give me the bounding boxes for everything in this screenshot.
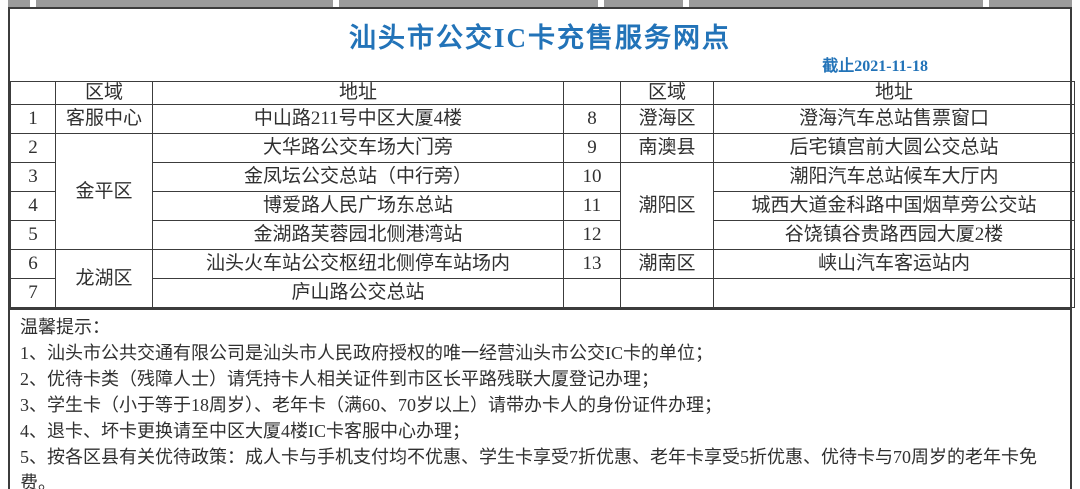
address-cell: 后宅镇宫前大圆公交总站	[713, 133, 1075, 163]
region-cell	[620, 278, 714, 308]
row-number-cell: 4	[10, 191, 56, 221]
table-row: 5 金湖路芙蓉园北侧港湾站 12 谷饶镇谷贵路西园大厦2楼	[10, 220, 1075, 250]
row-number-cell: 10	[563, 162, 621, 192]
table-row: 7 庐山路公交总站	[10, 278, 1075, 308]
col-header-index-left	[10, 81, 56, 105]
address-cell: 澄海汽车总站售票窗口	[713, 104, 1075, 134]
region-cell: 客服中心	[55, 104, 153, 134]
row-number-cell: 11	[563, 191, 621, 221]
table-row: 4 博爱路人民广场东总站 11 城西大道金科路中国烟草旁公交站	[10, 191, 1075, 221]
row-number-cell: 13	[563, 249, 621, 279]
service-points-table: 区域 地址 区域 地址 1 客服中心 中山路211号中区大厦4楼 8 澄海区 澄…	[10, 81, 1075, 308]
row-number-cell: 3	[10, 162, 56, 192]
top-table-remnant	[8, 0, 1072, 7]
address-cell: 金凤坛公交总站（中行旁）	[152, 162, 564, 192]
note-item: 5、按各区县有关优待政策：成人卡与手机支付均不优惠、学生卡享受7折优惠、老年卡享…	[20, 447, 1037, 489]
col-header-address-right: 地址	[713, 81, 1075, 105]
note-item: 2、优待卡类（残障人士）请凭持卡人相关证件到市区长平路残联大厦登记办理；	[20, 369, 659, 389]
region-cell: 潮阳区	[620, 162, 714, 250]
row-number-cell: 7	[10, 278, 56, 308]
row-number-cell: 8	[563, 104, 621, 134]
row-number-cell	[563, 278, 621, 308]
col-header-index-right	[563, 81, 621, 105]
region-cell: 金平区	[55, 133, 153, 250]
row-number-cell: 5	[10, 220, 56, 250]
title-box: 汕头市公交IC卡充售服务网点 截止2021-11-18	[10, 9, 1070, 81]
row-number-cell: 6	[10, 249, 56, 279]
note-item: 3、学生卡（小于等于18周岁）、老年卡（满60、70岁以上）请带办卡人的身份证件…	[20, 395, 722, 415]
address-cell: 中山路211号中区大厦4楼	[152, 104, 564, 134]
table-header-row: 区域 地址 区域 地址	[10, 81, 1075, 105]
notes-heading: 温馨提示：	[20, 317, 110, 337]
address-cell: 城西大道金科路中国烟草旁公交站	[713, 191, 1075, 221]
address-cell: 汕头火车站公交枢纽北侧停车站场内	[152, 249, 564, 279]
table-row: 6 龙湖区 汕头火车站公交枢纽北侧停车站场内 13 潮南区 峡山汽车客运站内	[10, 249, 1075, 308]
col-header-address-left: 地址	[152, 81, 564, 105]
table-row: 1 客服中心 中山路211号中区大厦4楼 8 澄海区 澄海汽车总站售票窗口	[10, 104, 1075, 134]
address-cell: 博爱路人民广场东总站	[152, 191, 564, 221]
notes-section: 温馨提示： 1、汕头市公共交通有限公司是汕头市人民政府授权的唯一经营汕头市公交I…	[10, 308, 1070, 489]
row-number-cell: 1	[10, 104, 56, 134]
page-title: 汕头市公交IC卡充售服务网点	[348, 23, 731, 53]
table-row: 3 金凤坛公交总站（中行旁） 10 潮阳区 潮阳汽车总站候车大厅内	[10, 162, 1075, 250]
address-cell	[713, 278, 1075, 308]
row-number-cell: 2	[10, 133, 56, 163]
address-cell: 金湖路芙蓉园北侧港湾站	[152, 220, 564, 250]
address-cell: 潮阳汽车总站候车大厅内	[713, 162, 1075, 192]
col-header-region-left: 区域	[55, 81, 153, 105]
notice-document: 汕头市公交IC卡充售服务网点 截止2021-11-18 区域 地址 区域 地址 …	[8, 7, 1075, 489]
address-cell: 峡山汽车客运站内	[713, 249, 1075, 279]
region-cell: 龙湖区	[55, 249, 153, 308]
row-number-cell: 9	[563, 133, 621, 163]
address-cell: 大华路公交车场大门旁	[152, 133, 564, 163]
address-cell: 谷饶镇谷贵路西园大厦2楼	[713, 220, 1075, 250]
address-cell: 庐山路公交总站	[152, 278, 564, 308]
region-cell: 澄海区	[620, 104, 714, 134]
note-item: 1、汕头市公共交通有限公司是汕头市人民政府授权的唯一经营汕头市公交IC卡的单位；	[20, 343, 713, 363]
note-item: 4、退卡、坏卡更换请至中区大厦4楼IC卡客服中心办理；	[20, 421, 470, 441]
region-cell: 南澳县	[620, 133, 714, 163]
as-of-date: 截止2021-11-18	[822, 58, 928, 75]
table-row: 2 金平区 大华路公交车场大门旁 9 南澳县 后宅镇宫前大圆公交总站	[10, 133, 1075, 250]
col-header-region-right: 区域	[620, 81, 714, 105]
row-number-cell: 12	[563, 220, 621, 250]
region-cell: 潮南区	[620, 249, 714, 279]
